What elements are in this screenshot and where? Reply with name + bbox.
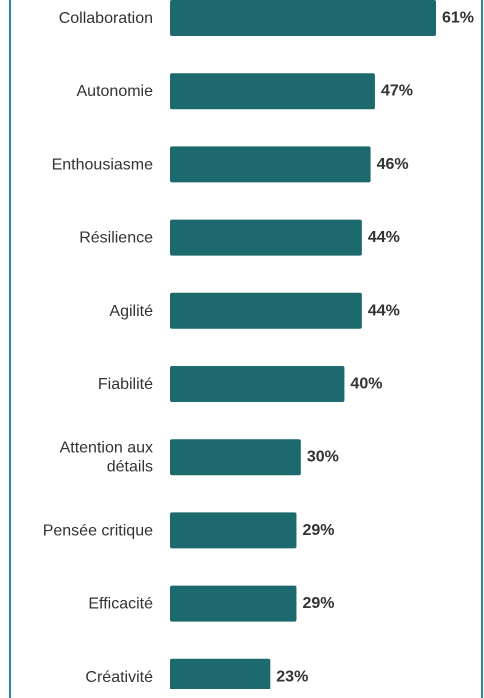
value-label-2: 46%	[377, 156, 409, 173]
category-labels-group: Collaboration Autonomie Enthousiasme Résili…	[43, 10, 153, 686]
bar-7	[170, 512, 297, 549]
category-label-line: Enthousiasme	[52, 156, 153, 173]
category-label-line: Créativité	[85, 668, 153, 685]
category-label-line: Fiabilité	[98, 376, 153, 393]
category-label-2: Enthousiasme	[52, 156, 153, 173]
category-label-7: Pensée critique	[43, 522, 153, 539]
value-label-7: 29%	[302, 522, 334, 539]
category-label-line: Efficacité	[88, 595, 153, 612]
category-label-5: Fiabilité	[98, 376, 153, 393]
bar-4	[170, 292, 362, 329]
bars-group	[170, 0, 436, 689]
category-label-9: Créativité	[85, 668, 153, 685]
value-label-0: 61%	[442, 10, 474, 27]
value-label-9: 23%	[276, 668, 308, 685]
value-label-6: 30%	[307, 449, 339, 466]
bar-3	[170, 219, 362, 256]
bar-8	[170, 585, 297, 622]
chart-frame	[9, 0, 483, 698]
category-label-line: Agilité	[109, 302, 153, 319]
category-label-3: Résilience	[79, 229, 153, 246]
bar-5	[170, 366, 345, 402]
bar-2	[170, 146, 371, 183]
category-label-4: Agilité	[109, 302, 153, 319]
category-label-8: Efficacité	[88, 595, 153, 612]
category-label-line: Résilience	[79, 229, 153, 246]
bar-9	[170, 658, 271, 689]
category-label-6: Attention aux détails	[60, 439, 153, 475]
value-label-4: 44%	[368, 302, 400, 319]
value-label-5: 40%	[350, 376, 382, 393]
bar-6	[170, 439, 301, 476]
bar-1	[170, 73, 375, 110]
category-label-0: Collaboration	[59, 10, 153, 27]
category-label-1: Autonomie	[77, 83, 154, 100]
value-label-1: 47%	[381, 83, 413, 100]
category-label-line: détails	[107, 458, 153, 475]
category-label-line: Autonomie	[77, 83, 154, 100]
value-label-3: 44%	[368, 229, 400, 246]
category-label-line: Attention aux	[60, 439, 153, 456]
value-labels-group: 61% 47% 46% 44% 44% 40% 30% 29% 29% 23%	[276, 10, 474, 686]
category-label-line: Pensée critique	[43, 522, 153, 539]
bar-0	[170, 0, 436, 36]
value-label-8: 29%	[302, 595, 334, 612]
category-label-line: Collaboration	[59, 10, 153, 27]
